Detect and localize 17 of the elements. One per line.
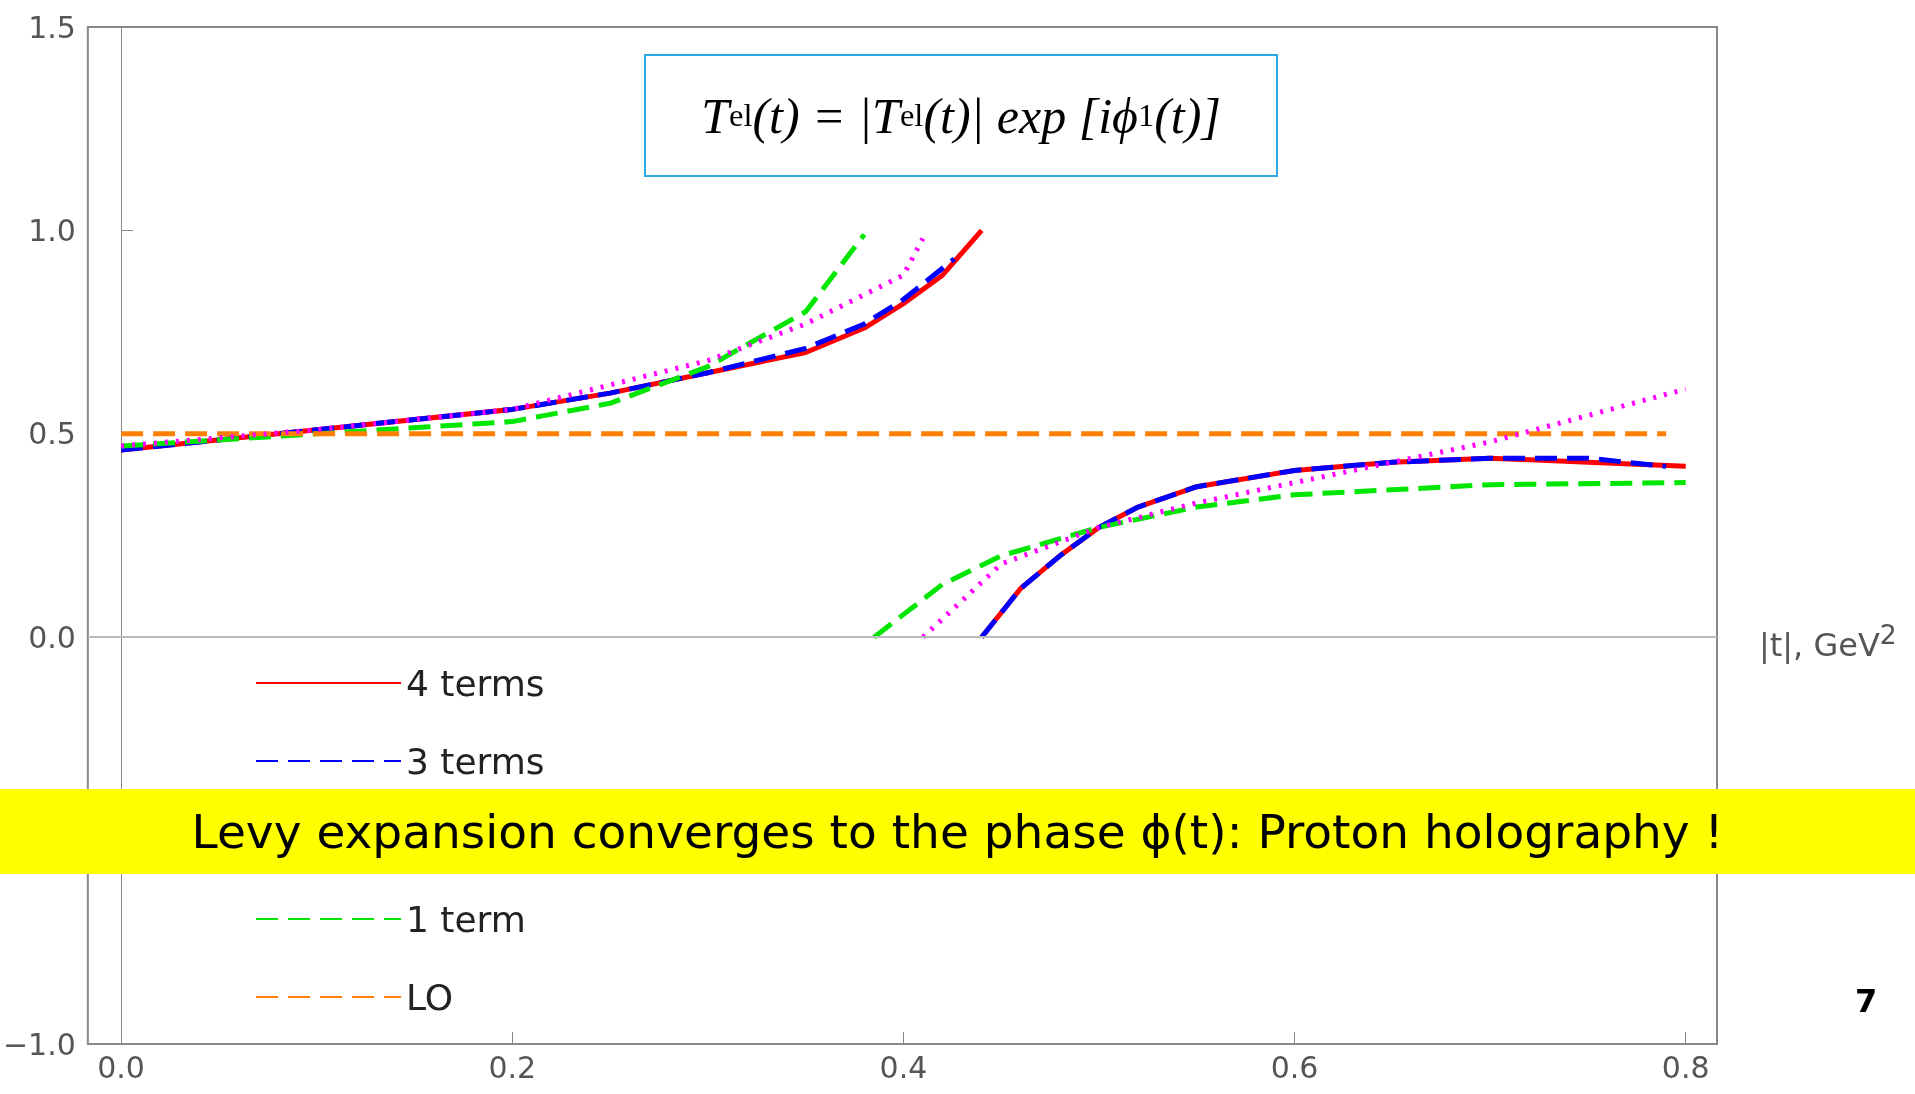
legend-label: LO	[406, 976, 454, 1018]
y-tick-label: 1.0	[28, 212, 76, 248]
x-tick-label: 0.8	[1661, 1049, 1710, 1085]
y-tick-label: −1.0	[2, 1026, 76, 1062]
text: 7	[1855, 982, 1878, 1020]
y-tick-label: 0.5	[28, 416, 76, 452]
y-tick-label: 0.0	[28, 619, 76, 655]
highlight-banner: Levy expansion converges to the phase ϕ(t): Proton holography !	[0, 789, 1915, 874]
legend-label: 3 terms	[406, 740, 545, 782]
x-tick-label: 0.2	[488, 1049, 537, 1085]
x-tick-label: 0.6	[1270, 1049, 1319, 1085]
legend-label: 1 term	[406, 898, 526, 940]
y-tick-label: 1.5	[28, 9, 76, 45]
legend-label: 4 terms	[406, 662, 545, 704]
x-tick-label: 0.4	[879, 1049, 928, 1085]
x-axis-title: |t|, GeV$^{2}$	[1759, 619, 1897, 664]
x-tick-label: 0.0	[97, 1049, 145, 1085]
